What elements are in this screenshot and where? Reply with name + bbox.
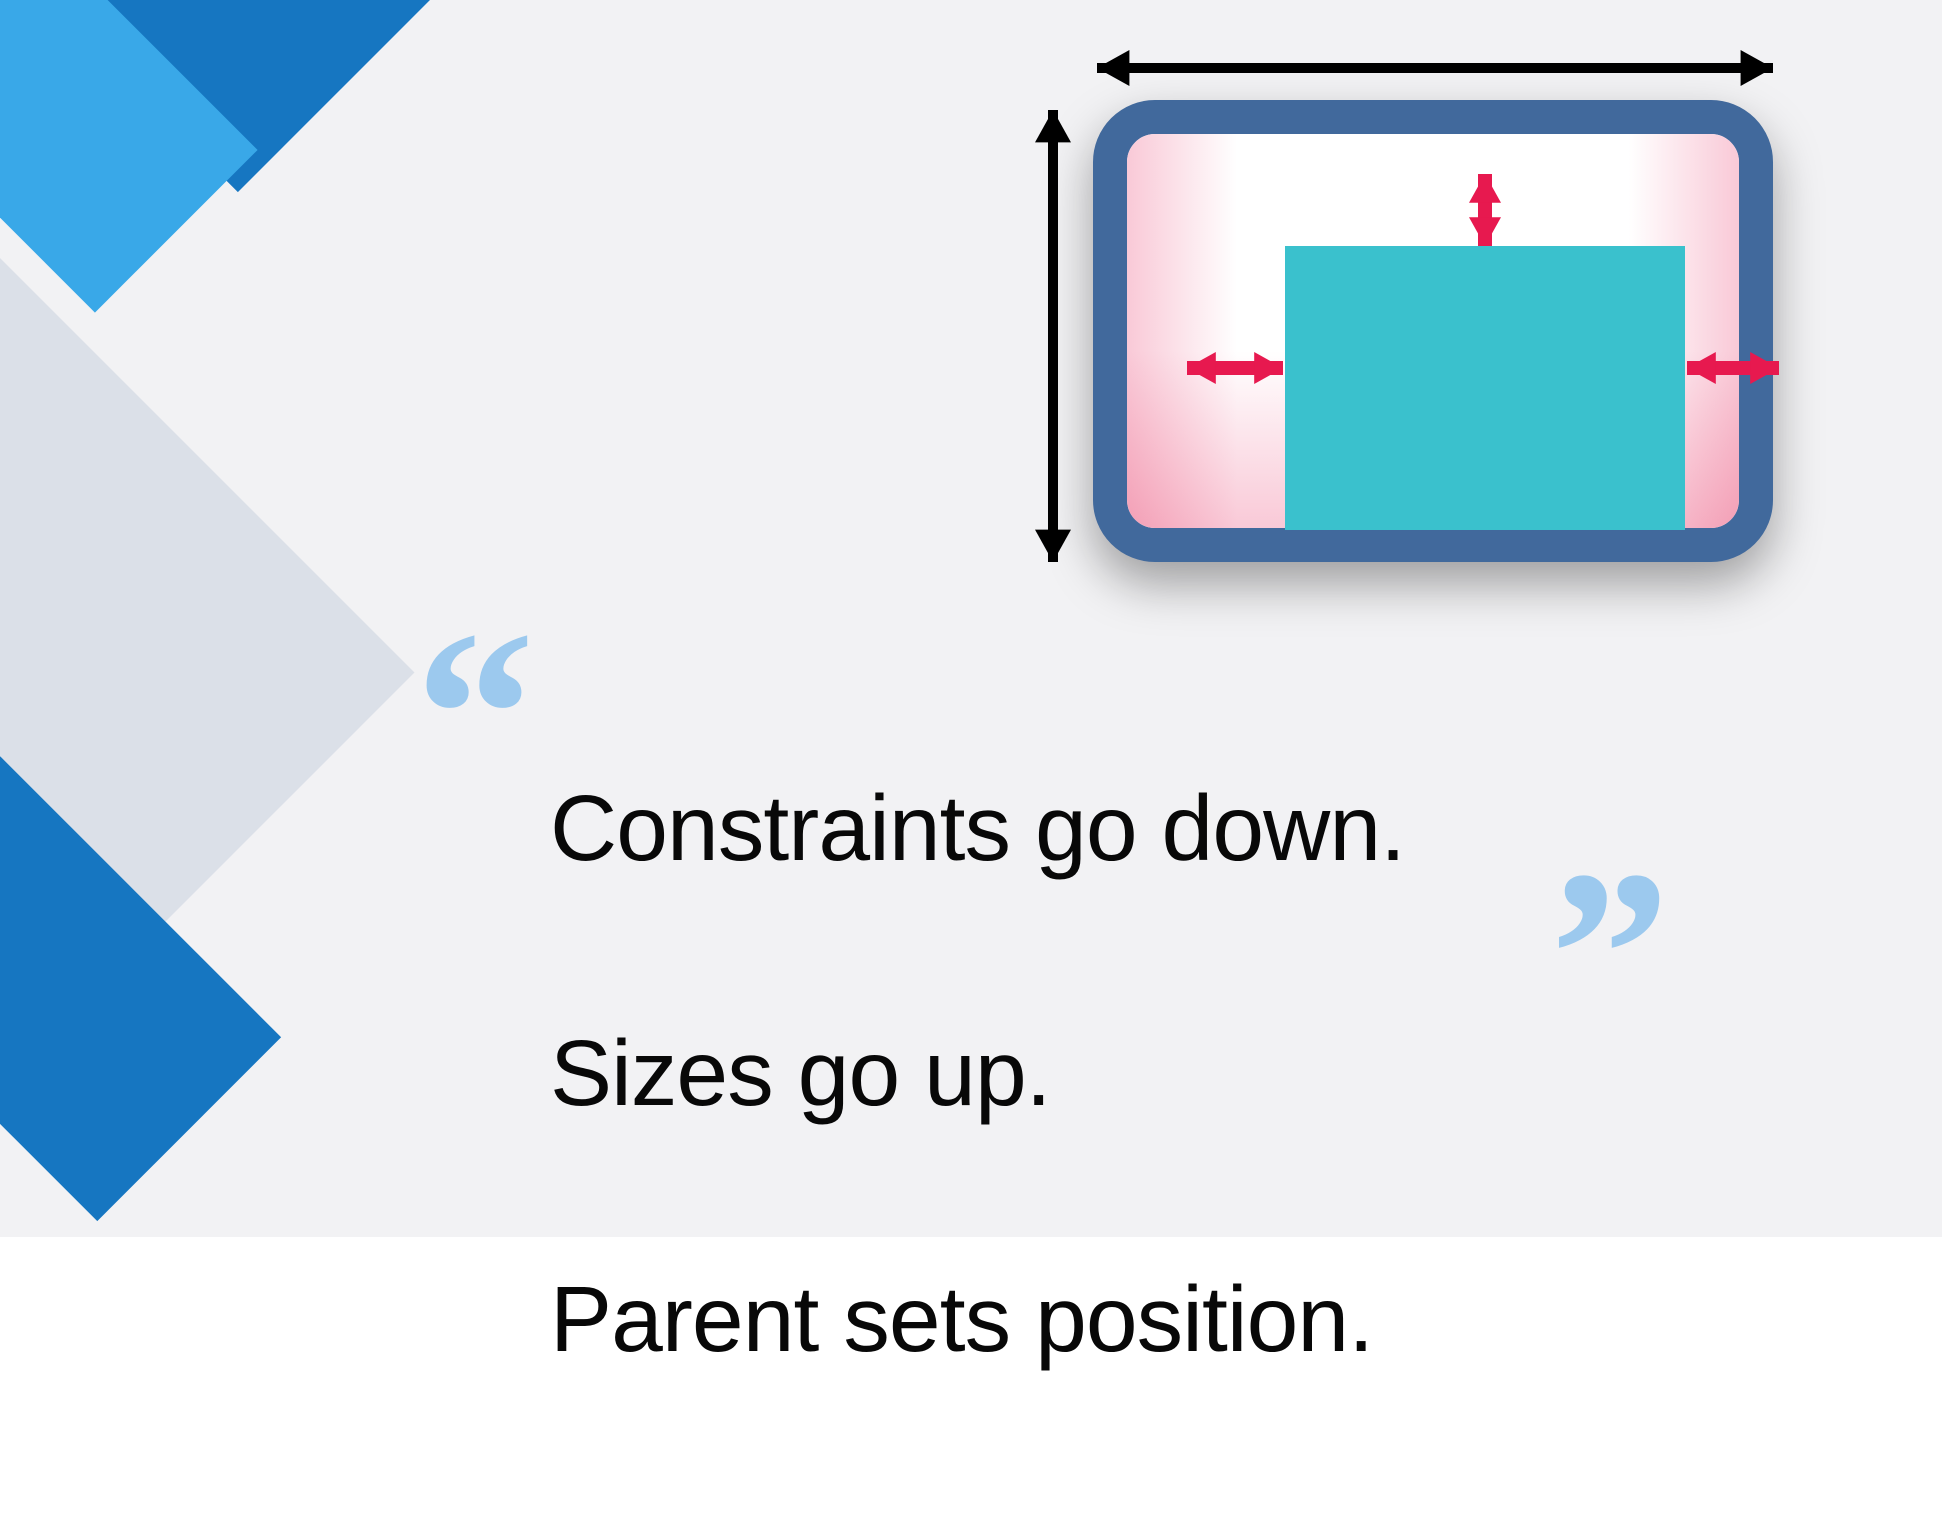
quote-line-1: Constraints go down. xyxy=(550,767,1800,890)
constraint-diagram xyxy=(1003,40,1783,570)
quote-line-3: Parent sets position. xyxy=(550,1258,1800,1381)
quote-line-2: Sizes go up. xyxy=(550,1012,1800,1135)
infographic-canvas: “ ” Constraints go down. Sizes go up. Pa… xyxy=(0,0,1942,1237)
parent-widget-box xyxy=(1093,100,1773,562)
constraint-arrow-left xyxy=(1171,352,1299,384)
constraint-arrow-right xyxy=(1671,352,1795,384)
constraint-arrow-top xyxy=(1469,158,1501,262)
quote-block: “ ” Constraints go down. Sizes go up. Pa… xyxy=(420,590,1800,1521)
child-widget-box xyxy=(1285,246,1685,530)
dimension-arrow-horizontal xyxy=(1079,50,1791,86)
dimension-arrow-vertical xyxy=(1035,92,1071,580)
quote-text: Constraints go down. Sizes go up. Parent… xyxy=(550,644,1800,1503)
open-quote-icon: “ xyxy=(415,690,535,738)
